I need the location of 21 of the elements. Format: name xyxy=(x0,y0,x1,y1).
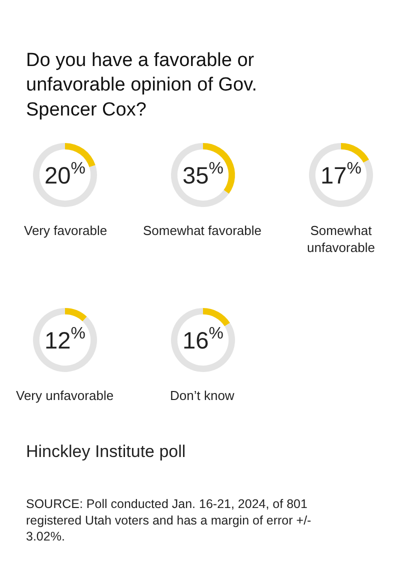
data-label: 12$^{%}$ xyxy=(44,323,86,354)
data-label: 17$^{%}$ xyxy=(320,158,362,190)
donut-slice xyxy=(309,143,373,207)
text: Hinckley Institute poll xyxy=(26,442,186,461)
text: Do you have a favorable or unfavorable opinion of Gov. Spencer Cox? xyxy=(26,50,257,120)
donut-slice xyxy=(203,308,230,326)
text: Very unfavorable xyxy=(16,388,114,403)
data-label: 16$^{%}$ xyxy=(182,323,224,354)
donut-slice xyxy=(65,308,87,322)
donut-slice xyxy=(171,308,235,372)
donut-slice xyxy=(33,143,97,207)
data-label: 35$^{%}$ xyxy=(182,158,224,190)
text: Don’t know xyxy=(170,388,235,403)
text: Somewhat unfavorable xyxy=(307,223,375,255)
donut-slice xyxy=(171,143,229,207)
text: Very favorable xyxy=(24,223,108,238)
donut-slice xyxy=(341,143,370,163)
data-label: 20$^{%}$ xyxy=(44,158,86,190)
donut-slice xyxy=(33,308,97,372)
text: Somewhat favorable xyxy=(143,223,262,238)
source-note: SOURCE: Poll conducted Jan. 16-21, 2024, of 801 registered Utah voters and has a margin of error +/- 3.02%. xyxy=(26,497,312,544)
